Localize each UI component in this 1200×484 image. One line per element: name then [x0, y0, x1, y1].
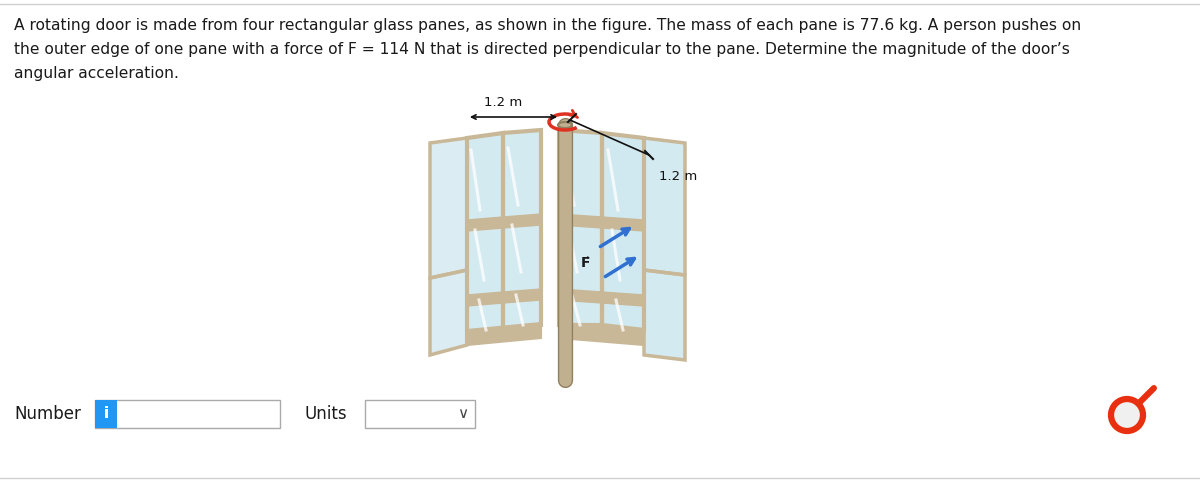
- Text: Number: Number: [14, 405, 80, 423]
- Text: F⃗: F⃗: [581, 256, 590, 270]
- FancyBboxPatch shape: [95, 400, 118, 428]
- Text: i: i: [103, 407, 108, 422]
- Polygon shape: [467, 323, 541, 345]
- Polygon shape: [503, 130, 541, 330]
- Text: A rotating door is made from four rectangular glass panes, as shown in the figur: A rotating door is made from four rectan…: [14, 18, 1081, 33]
- Polygon shape: [503, 214, 541, 228]
- Polygon shape: [559, 289, 602, 303]
- Polygon shape: [430, 138, 467, 278]
- FancyBboxPatch shape: [365, 400, 475, 428]
- Polygon shape: [602, 133, 644, 330]
- Polygon shape: [644, 138, 685, 275]
- Text: 1.2 m: 1.2 m: [484, 96, 522, 109]
- Text: the outer edge of one pane with a force of F = 114 N that is directed perpendicu: the outer edge of one pane with a force …: [14, 42, 1070, 57]
- Polygon shape: [559, 130, 602, 325]
- FancyBboxPatch shape: [95, 400, 118, 428]
- Ellipse shape: [558, 122, 572, 128]
- Polygon shape: [559, 323, 644, 345]
- Text: i: i: [103, 407, 108, 422]
- Polygon shape: [644, 270, 685, 360]
- Polygon shape: [430, 270, 467, 355]
- Text: angular acceleration.: angular acceleration.: [14, 66, 179, 81]
- Text: Units: Units: [305, 405, 348, 423]
- FancyBboxPatch shape: [95, 400, 280, 428]
- Text: ∨: ∨: [457, 407, 468, 422]
- Polygon shape: [467, 217, 503, 231]
- Circle shape: [1111, 399, 1142, 431]
- Polygon shape: [503, 289, 541, 303]
- Polygon shape: [467, 292, 503, 306]
- Polygon shape: [559, 214, 602, 228]
- Polygon shape: [467, 133, 503, 340]
- Polygon shape: [602, 292, 644, 306]
- Polygon shape: [602, 217, 644, 231]
- Text: 1.2 m: 1.2 m: [659, 170, 697, 183]
